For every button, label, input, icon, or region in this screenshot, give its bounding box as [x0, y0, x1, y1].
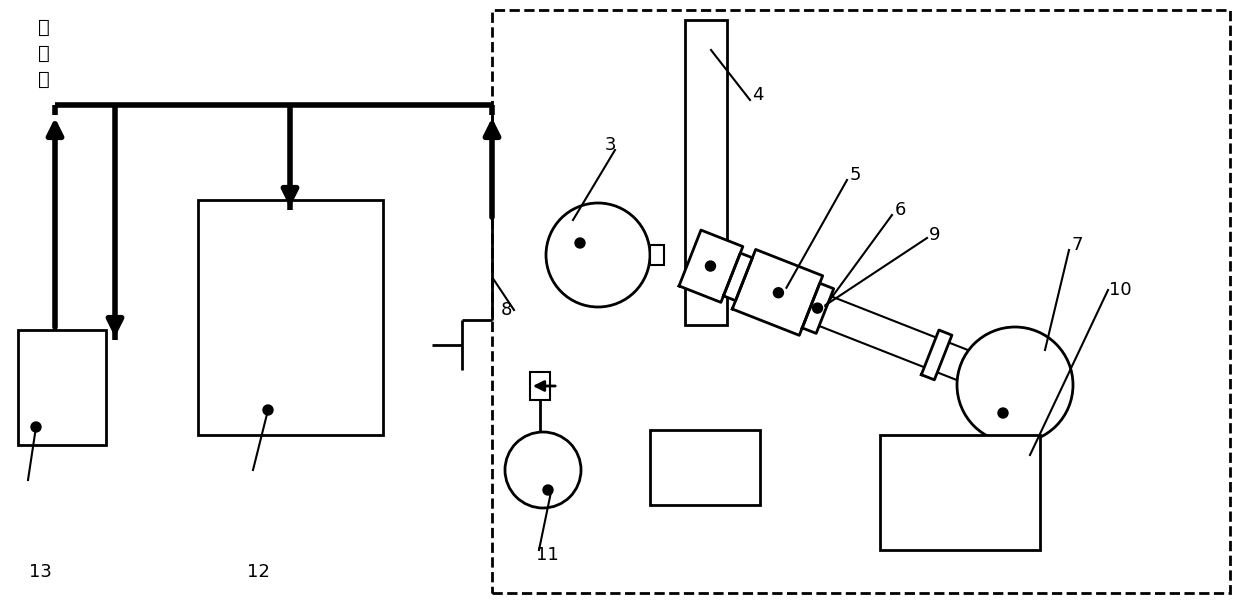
Bar	[650, 245, 664, 265]
Polygon shape	[732, 250, 823, 335]
Text: 气: 气	[38, 44, 50, 63]
Circle shape	[813, 303, 823, 313]
Text: 11: 11	[535, 546, 559, 564]
Bar	[530, 372, 550, 400]
Bar	[492, 10, 1230, 593]
Circle shape	[546, 203, 650, 307]
Bar	[19, 330, 107, 445]
Circle shape	[957, 327, 1073, 443]
Bar	[198, 200, 383, 435]
Polygon shape	[922, 330, 952, 380]
Text: 7: 7	[1072, 236, 1083, 254]
Text: 4: 4	[752, 86, 763, 104]
Circle shape	[31, 422, 41, 432]
Text: 9: 9	[929, 226, 940, 244]
Text: 8: 8	[501, 301, 512, 319]
Circle shape	[506, 432, 581, 508]
Polygon shape	[802, 283, 834, 333]
Text: 13: 13	[28, 563, 52, 581]
Text: 12: 12	[247, 563, 269, 581]
Polygon shape	[724, 253, 752, 301]
Bar	[685, 20, 727, 325]
Circle shape	[997, 408, 1009, 418]
Circle shape	[543, 485, 553, 495]
Circle shape	[263, 405, 273, 415]
Text: 3: 3	[605, 136, 616, 154]
Text: 口: 口	[38, 70, 50, 89]
Polygon shape	[679, 230, 743, 302]
Text: 5: 5	[849, 166, 861, 184]
Text: 排: 排	[38, 18, 50, 37]
Circle shape	[705, 261, 715, 271]
Bar	[880, 435, 1040, 550]
Text: 6: 6	[895, 201, 906, 219]
Bar	[650, 430, 760, 505]
Circle shape	[773, 288, 783, 298]
Text: 10: 10	[1109, 281, 1131, 299]
Circle shape	[575, 238, 585, 248]
